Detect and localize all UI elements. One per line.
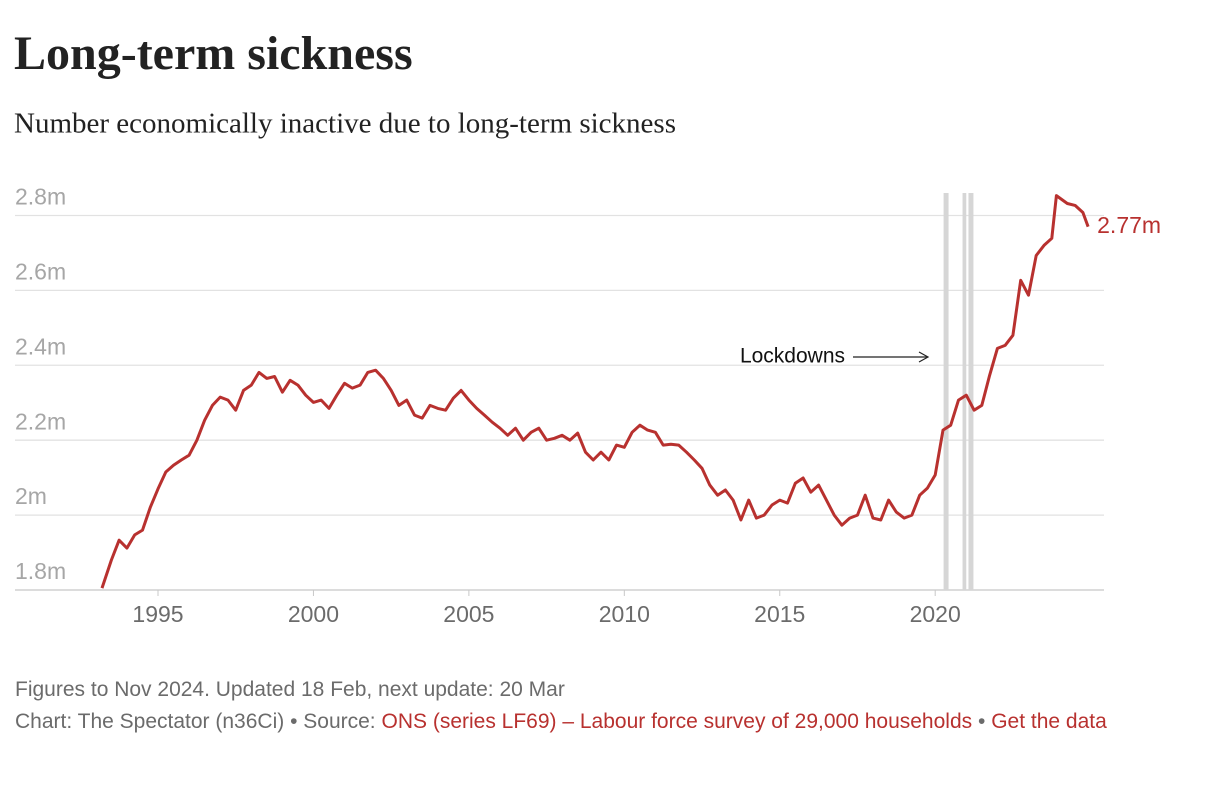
x-tick-label: 2020 <box>910 601 961 627</box>
y-tick-label: 2.8m <box>15 184 66 210</box>
x-tick-label: 1995 <box>132 601 183 627</box>
chart-subtitle: Number economically inactive due to long… <box>14 108 676 140</box>
chart: Long-term sickness Number economically i… <box>14 27 1161 627</box>
footer-source: Chart: The Spectator (n36Ci) • Source: O… <box>15 706 1185 738</box>
data-line <box>100 194 1090 589</box>
credit: Chart: The Spectator (n36Ci) • Source: <box>15 710 376 733</box>
y-tick-label: 1.8m <box>15 558 66 584</box>
x-tick-label: 2010 <box>599 601 650 627</box>
arrow-head <box>918 351 930 363</box>
y-tick-label: 2.2m <box>15 408 66 434</box>
x-tick-label: 2015 <box>754 601 805 627</box>
y-tick-label: 2m <box>15 483 47 509</box>
data-link[interactable]: Get the data <box>991 710 1107 733</box>
chart-title: Long-term sickness <box>14 27 413 80</box>
source-link[interactable]: ONS (series LF69) – Labour force survey … <box>381 710 973 733</box>
lockdown-band <box>962 193 967 590</box>
end-label: 2.77m <box>1097 212 1161 238</box>
annotation: Lockdowns <box>740 345 845 368</box>
footer: Figures to Nov 2024. Updated 18 Feb, nex… <box>15 674 1185 738</box>
y-tick-label: 2.6m <box>15 258 66 284</box>
footer-note: Figures to Nov 2024. Updated 18 Feb, nex… <box>15 678 565 701</box>
lockdown-band <box>943 193 949 590</box>
lockdown-band <box>968 193 974 590</box>
y-tick-label: 2.4m <box>15 333 66 359</box>
separator: • <box>977 710 986 733</box>
x-tick-label: 2000 <box>288 601 339 627</box>
x-tick-label: 2005 <box>443 601 494 627</box>
